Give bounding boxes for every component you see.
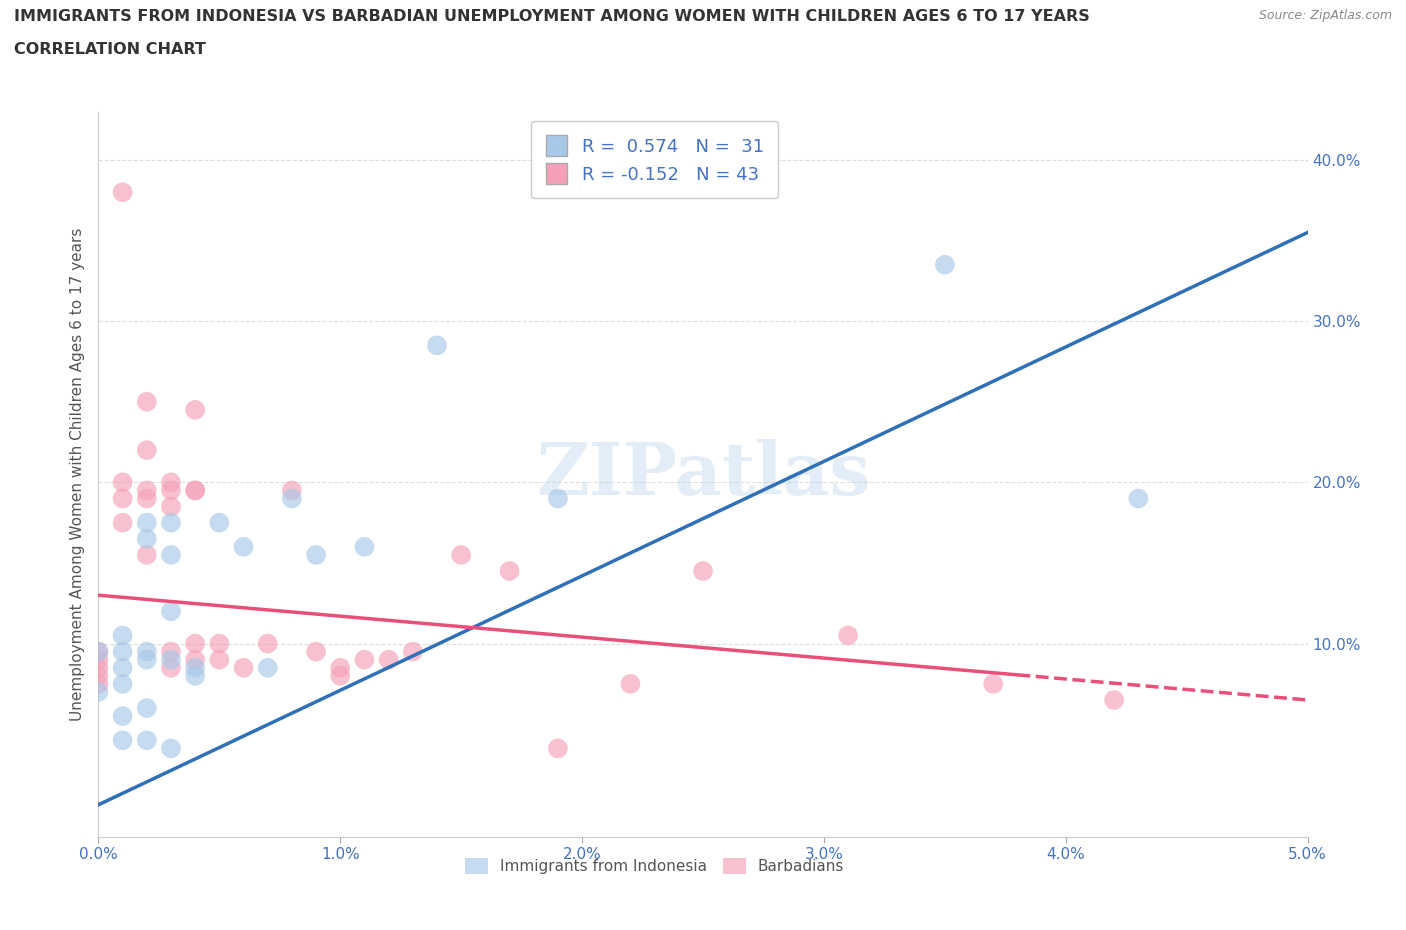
- Point: [111, 709, 134, 724]
- Point: [353, 652, 375, 667]
- Point: [160, 660, 183, 675]
- Point: [135, 733, 157, 748]
- Point: [135, 644, 157, 659]
- Point: [305, 644, 328, 659]
- Point: [547, 741, 569, 756]
- Point: [111, 515, 134, 530]
- Point: [135, 548, 157, 563]
- Point: [135, 652, 157, 667]
- Point: [184, 669, 207, 684]
- Point: [135, 700, 157, 715]
- Point: [619, 676, 641, 691]
- Point: [184, 483, 207, 498]
- Point: [87, 652, 110, 667]
- Point: [87, 660, 110, 675]
- Point: [111, 676, 134, 691]
- Point: [232, 660, 254, 675]
- Point: [450, 548, 472, 563]
- Point: [160, 652, 183, 667]
- Point: [87, 644, 110, 659]
- Point: [256, 636, 278, 651]
- Point: [135, 483, 157, 498]
- Point: [135, 394, 157, 409]
- Point: [256, 660, 278, 675]
- Text: IMMIGRANTS FROM INDONESIA VS BARBADIAN UNEMPLOYMENT AMONG WOMEN WITH CHILDREN AG: IMMIGRANTS FROM INDONESIA VS BARBADIAN U…: [14, 9, 1090, 24]
- Point: [837, 628, 859, 643]
- Point: [305, 548, 328, 563]
- Point: [160, 604, 183, 618]
- Text: ZIPatlas: ZIPatlas: [536, 439, 870, 510]
- Point: [87, 669, 110, 684]
- Legend: Immigrants from Indonesia, Barbadians: Immigrants from Indonesia, Barbadians: [458, 852, 851, 880]
- Point: [934, 258, 956, 272]
- Point: [87, 644, 110, 659]
- Text: Source: ZipAtlas.com: Source: ZipAtlas.com: [1258, 9, 1392, 22]
- Point: [498, 564, 520, 578]
- Point: [281, 491, 304, 506]
- Point: [184, 636, 207, 651]
- Point: [402, 644, 425, 659]
- Point: [87, 684, 110, 699]
- Point: [208, 636, 231, 651]
- Point: [184, 660, 207, 675]
- Point: [329, 669, 352, 684]
- Point: [111, 491, 134, 506]
- Point: [329, 660, 352, 675]
- Point: [1128, 491, 1150, 506]
- Point: [281, 483, 304, 498]
- Point: [111, 644, 134, 659]
- Point: [111, 475, 134, 490]
- Point: [184, 403, 207, 418]
- Point: [111, 660, 134, 675]
- Point: [135, 531, 157, 546]
- Point: [160, 515, 183, 530]
- Point: [111, 628, 134, 643]
- Point: [547, 491, 569, 506]
- Y-axis label: Unemployment Among Women with Children Ages 6 to 17 years: Unemployment Among Women with Children A…: [69, 228, 84, 721]
- Point: [426, 338, 449, 352]
- Point: [692, 564, 714, 578]
- Point: [135, 443, 157, 458]
- Point: [111, 185, 134, 200]
- Point: [160, 644, 183, 659]
- Point: [160, 475, 183, 490]
- Point: [135, 515, 157, 530]
- Point: [184, 652, 207, 667]
- Point: [981, 676, 1004, 691]
- Point: [160, 483, 183, 498]
- Point: [353, 539, 375, 554]
- Point: [87, 676, 110, 691]
- Point: [208, 652, 231, 667]
- Point: [135, 491, 157, 506]
- Point: [1102, 693, 1125, 708]
- Point: [111, 733, 134, 748]
- Point: [160, 741, 183, 756]
- Point: [208, 515, 231, 530]
- Point: [232, 539, 254, 554]
- Text: CORRELATION CHART: CORRELATION CHART: [14, 42, 205, 57]
- Point: [184, 483, 207, 498]
- Point: [377, 652, 399, 667]
- Point: [160, 499, 183, 514]
- Point: [160, 548, 183, 563]
